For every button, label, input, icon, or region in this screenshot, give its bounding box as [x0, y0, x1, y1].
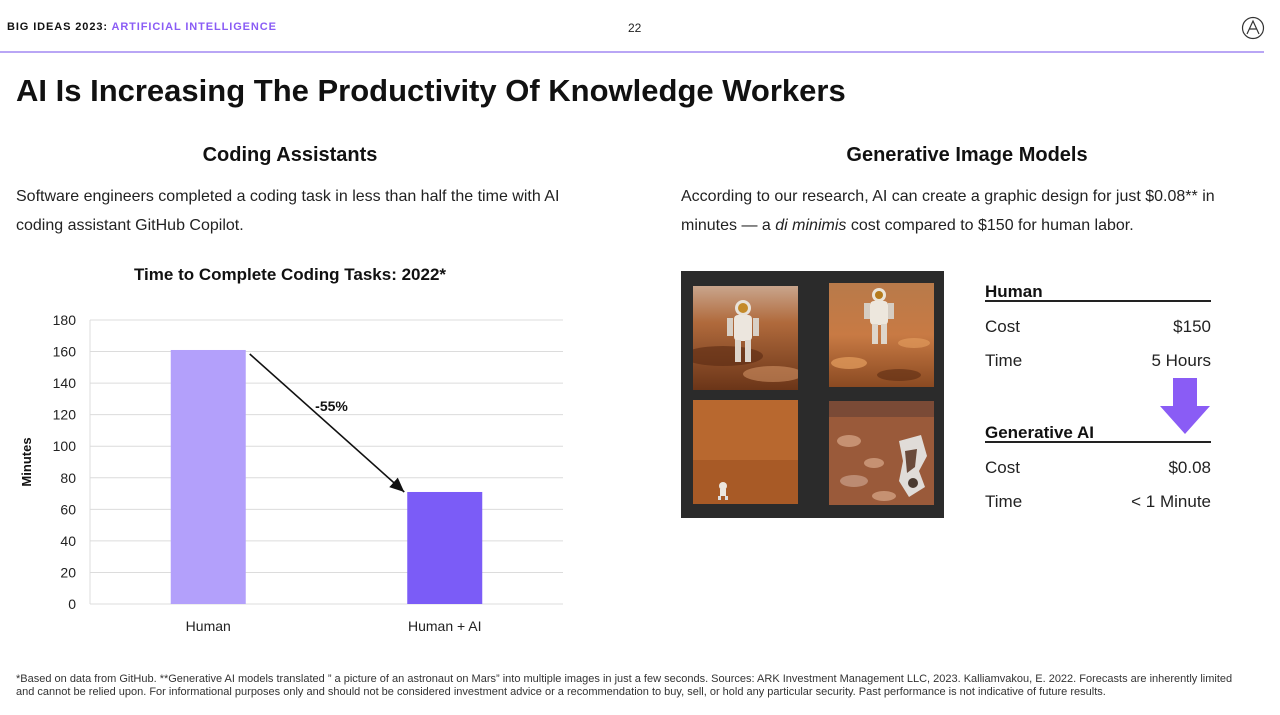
down-arrow-icon	[1160, 378, 1210, 434]
y-tick-label: 0	[68, 596, 76, 612]
generative-text-line-2: minutes — a di minimis cost compared to …	[681, 211, 1261, 240]
astronaut-image-3	[693, 400, 798, 504]
astronaut-image-2	[829, 283, 934, 387]
astronaut-image-1	[693, 286, 798, 390]
coding-time-bar-chart: 0 20 40 60 80 100 120 140 160 180 Minutes Human Huma…	[19, 312, 563, 634]
bar-human-ai	[407, 491, 483, 604]
header-divider	[0, 51, 1264, 53]
y-tick-label: 20	[60, 564, 76, 580]
generative-text-pre: minutes — a	[681, 217, 776, 234]
coding-assistants-heading: Coding Assistants	[202, 144, 378, 166]
generative-text-line-1: According to our research, AI can create…	[681, 188, 1215, 205]
coding-assistants-text: Software engineers completed a coding ta…	[16, 182, 616, 240]
human-divider	[985, 300, 1211, 302]
generative-text-emphasis: di minimis	[775, 217, 847, 234]
ark-logo-icon	[1241, 16, 1265, 40]
ai-time-label: Time	[985, 492, 1023, 511]
brand-prefix: BIG IDEAS 2023:	[7, 21, 108, 33]
chart-title: Time to Complete Coding Tasks: 2022*	[133, 265, 447, 284]
human-heading: Human	[985, 282, 1043, 301]
bar-human	[170, 349, 246, 604]
ai-cost-label: Cost	[985, 458, 1020, 477]
y-tick-label: 120	[53, 407, 77, 423]
y-tick-label: 160	[53, 344, 77, 360]
ai-cost-value: $0.08	[1168, 458, 1211, 477]
page-number: 22	[628, 21, 642, 35]
x-tick-label: Human + AI	[408, 618, 482, 634]
generative-image-heading: Generative Image Models	[846, 144, 1088, 166]
y-tick-label: 140	[53, 375, 77, 391]
y-tick-label: 60	[60, 501, 76, 517]
generative-ai-heading: Generative AI	[985, 423, 1094, 442]
generative-text-post: cost compared to $150 for human labor.	[846, 217, 1134, 234]
y-axis-title: Minutes	[19, 437, 34, 486]
human-time-label: Time	[985, 351, 1023, 370]
astronaut-image-grid	[681, 271, 944, 518]
brand-topic: ARTIFICIAL INTELLIGENCE	[111, 21, 277, 33]
coding-text-line-1: Software engineers completed a coding ta…	[16, 188, 560, 205]
y-tick-label: 100	[53, 438, 77, 454]
human-cost-value: $150	[1173, 317, 1211, 336]
change-annotation: -55%	[315, 398, 348, 414]
ai-time-value: < 1 Minute	[1131, 492, 1211, 511]
y-tick-label: 80	[60, 470, 76, 486]
coding-text-line-2: coding assistant GitHub Copilot.	[16, 217, 244, 234]
generative-image-text: According to our research, AI can create…	[681, 182, 1261, 240]
brand-label: BIG IDEAS 2023: ARTIFICIAL INTELLIGENCE	[7, 21, 277, 33]
human-cost-label: Cost	[985, 317, 1020, 336]
y-tick-label: 40	[60, 533, 76, 549]
change-arrow	[249, 353, 405, 493]
page-title: AI Is Increasing The Productivity Of Kno…	[16, 73, 846, 108]
footnote: *Based on data from GitHub. **Generative…	[16, 673, 1233, 698]
generative-ai-divider	[985, 441, 1211, 443]
astronaut-image-4	[829, 401, 934, 505]
x-tick-label: Human	[186, 618, 231, 634]
top-bar: BIG IDEAS 2023: ARTIFICIAL INTELLIGENCE …	[0, 0, 1280, 53]
y-tick-label: 180	[53, 312, 77, 328]
human-time-value: 5 Hours	[1151, 351, 1211, 370]
